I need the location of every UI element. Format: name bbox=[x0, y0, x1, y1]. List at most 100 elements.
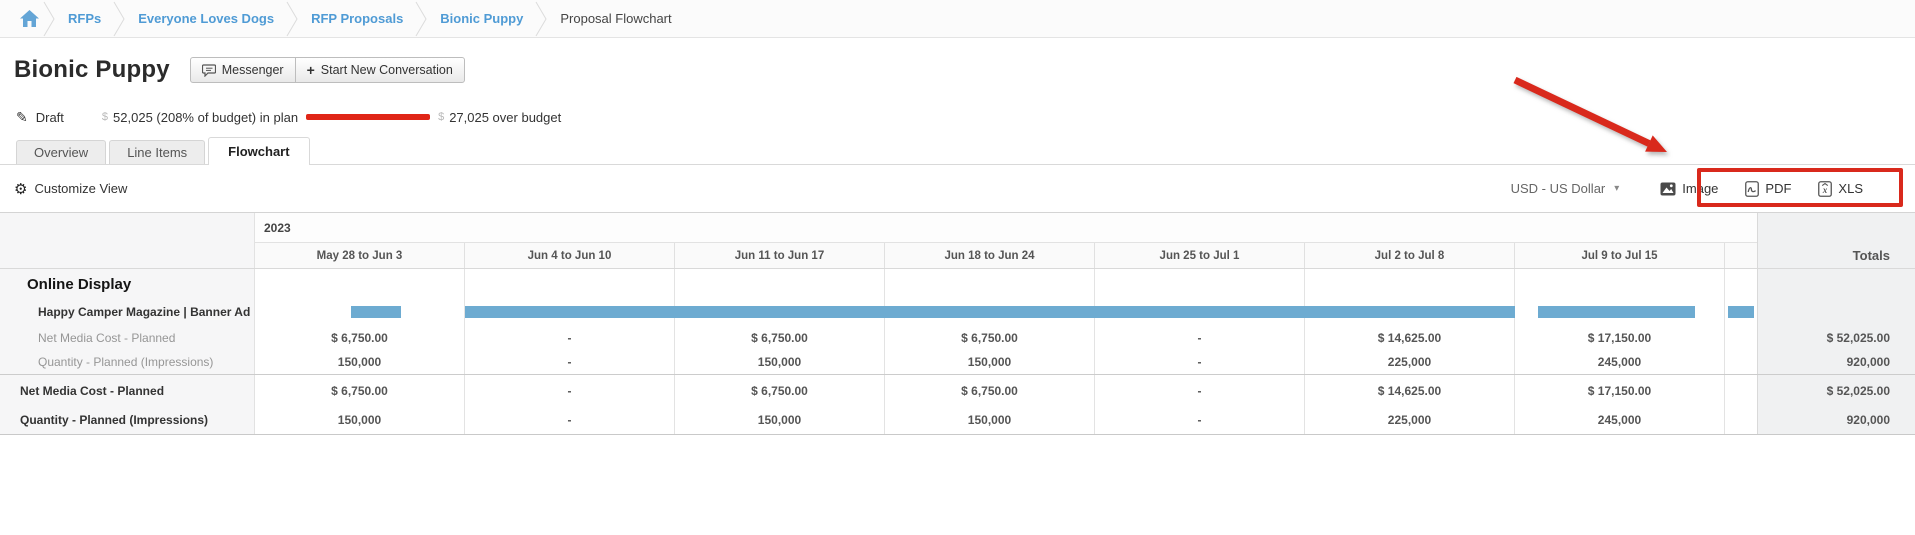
metric-value-cell-total: 920,000 bbox=[1757, 350, 1915, 374]
summary-value-cell: 150,000 bbox=[675, 406, 885, 434]
flowchart-toolbar: ⚙ Customize View USD - US Dollar ▾ Image bbox=[0, 165, 1915, 212]
pencil-icon[interactable]: ✎ bbox=[16, 108, 28, 125]
metric-row: Net Media Cost - Planned $ 6,750.00- $ 6,7… bbox=[0, 325, 1915, 350]
customize-view-button[interactable]: ⚙ Customize View bbox=[14, 180, 127, 198]
budget-progress-bar bbox=[306, 114, 431, 120]
messenger-label: Messenger bbox=[221, 63, 284, 77]
start-new-conversation-button[interactable]: + Start New Conversation bbox=[294, 57, 465, 83]
home-icon[interactable] bbox=[16, 10, 43, 27]
week-column-partial bbox=[1725, 243, 1757, 268]
status-state: Draft bbox=[35, 109, 64, 125]
week-column-header: Jun 11 to Jun 17 bbox=[675, 243, 885, 268]
flowchart-summary: Net Media Cost - Planned $ 6,750.00- $ 6,7… bbox=[0, 375, 1915, 434]
summary-row: Net Media Cost - Planned $ 6,750.00- $ 6,7… bbox=[0, 375, 1915, 406]
empty-cell-total bbox=[1757, 299, 1915, 325]
tab-bar: Overview Line Items Flowchart bbox=[0, 137, 1915, 165]
breadcrumb-separator bbox=[286, 0, 299, 38]
metric-value-cell: - bbox=[1095, 350, 1305, 374]
breadcrumb-separator bbox=[43, 0, 56, 38]
metric-value-cell: - bbox=[465, 325, 675, 350]
breadcrumb-link[interactable]: Everyone Loves Dogs bbox=[138, 11, 275, 26]
partial-week-cell bbox=[1725, 299, 1757, 325]
summary-row: Quantity - Planned (Impressions) 150,000-… bbox=[0, 406, 1915, 434]
summary-value-cell: - bbox=[465, 375, 675, 406]
metric-label-label: Quantity - Planned (Impressions) bbox=[38, 355, 214, 369]
breadcrumb-link[interactable]: RFP Proposals bbox=[311, 11, 404, 26]
metric-value-cell: 150,000 bbox=[885, 350, 1095, 374]
messenger-button[interactable]: Messenger bbox=[189, 57, 296, 83]
partial-week-cell bbox=[1725, 406, 1757, 434]
breadcrumb-separator bbox=[415, 0, 428, 38]
week-column-header: Jun 18 to Jun 24 bbox=[885, 243, 1095, 268]
svg-text:x: x bbox=[1822, 185, 1828, 195]
xls-icon: x bbox=[1818, 180, 1833, 197]
summary-value-cell: $ 17,150.00 bbox=[1515, 375, 1725, 406]
breadcrumb-link[interactable]: RFPs bbox=[68, 11, 102, 26]
metric-value-cell: $ 6,750.00 bbox=[675, 325, 885, 350]
breadcrumb-link[interactable]: Bionic Puppy bbox=[440, 11, 524, 26]
metric-label: Quantity - Planned (Impressions) bbox=[0, 350, 255, 374]
tab-line-items[interactable]: Line Items bbox=[109, 140, 206, 164]
gear-icon: ⚙ bbox=[14, 180, 28, 198]
empty-cell bbox=[1515, 299, 1725, 325]
summary-value-cell: 150,000 bbox=[885, 406, 1095, 434]
flowchart-table: 2023 May 28 to Jun 3 Jun 4 to Jun 10 Jun 1… bbox=[0, 212, 1915, 435]
flowchart-header: 2023 May 28 to Jun 3 Jun 4 to Jun 10 Jun 1… bbox=[0, 213, 1915, 269]
summary-value-cell-total: 920,000 bbox=[1757, 406, 1915, 434]
line-item-name: Happy Camper Magazine | Banner Ad bbox=[0, 299, 255, 325]
empty-cell bbox=[255, 299, 465, 325]
empty-cell bbox=[1305, 299, 1515, 325]
summary-metric-label-label: Net Media Cost - Planned bbox=[20, 383, 165, 398]
export-pdf-button[interactable]: PDF bbox=[1745, 180, 1792, 197]
empty-cell bbox=[465, 269, 675, 299]
summary-metric-label: Net Media Cost - Planned bbox=[0, 375, 255, 406]
empty-cell-total bbox=[1757, 269, 1915, 299]
status-row: ✎ Draft $ 52,025 (208% of budget) in pla… bbox=[0, 102, 1915, 132]
metric-value-cell: $ 17,150.00 bbox=[1515, 325, 1725, 350]
metric-value-cell: - bbox=[1095, 325, 1305, 350]
export-xls-button[interactable]: x XLS bbox=[1818, 180, 1863, 197]
image-icon bbox=[1660, 182, 1676, 195]
year-label: 2023 bbox=[255, 213, 1757, 243]
empty-cell bbox=[885, 269, 1095, 299]
metric-value-cell: 245,000 bbox=[1515, 350, 1725, 374]
metric-value-cell: $ 6,750.00 bbox=[255, 325, 465, 350]
summary-metric-label: Quantity - Planned (Impressions) bbox=[0, 406, 255, 434]
customize-view-label: Customize View bbox=[34, 181, 128, 196]
breadcrumb-separator bbox=[535, 0, 548, 38]
summary-value-cell: 150,000 bbox=[255, 406, 465, 434]
currency-dropdown[interactable]: USD - US Dollar ▾ bbox=[1511, 181, 1620, 196]
partial-week-cell bbox=[1725, 375, 1757, 406]
export-image-label: Image bbox=[1682, 181, 1719, 196]
group-row: Online Display bbox=[0, 269, 1915, 299]
empty-cell bbox=[1305, 269, 1515, 299]
empty-cell bbox=[1095, 269, 1305, 299]
group-name-label: Online Display bbox=[27, 275, 132, 293]
summary-value-cell-total: $ 52,025.00 bbox=[1757, 375, 1915, 406]
empty-cell bbox=[885, 299, 1095, 325]
export-pdf-label: PDF bbox=[1765, 181, 1792, 196]
tab-flowchart[interactable]: Flowchart bbox=[208, 137, 310, 165]
metric-value-cell: 225,000 bbox=[1305, 350, 1515, 374]
page-title: Bionic Puppy bbox=[14, 56, 170, 83]
summary-value-cell: $ 14,625.00 bbox=[1305, 375, 1515, 406]
summary-value-cell: - bbox=[1095, 375, 1305, 406]
partial-week-cell bbox=[1725, 350, 1757, 374]
metric-value-cell-total: $ 52,025.00 bbox=[1757, 325, 1915, 350]
metric-value-cell: - bbox=[465, 350, 675, 374]
dollar-icon: $ bbox=[438, 111, 445, 123]
metric-row: Quantity - Planned (Impressions) 150,000-… bbox=[0, 350, 1915, 374]
start-conversation-label: Start New Conversation bbox=[320, 63, 453, 77]
title-row: Bionic Puppy Messenger + Start New Conve… bbox=[0, 38, 1915, 102]
budget-over: 27,025 over budget bbox=[449, 109, 562, 125]
summary-value-cell: 245,000 bbox=[1515, 406, 1725, 434]
export-image-button[interactable]: Image bbox=[1660, 181, 1718, 196]
empty-cell bbox=[255, 269, 465, 299]
week-column-header: Jul 2 to Jul 8 bbox=[1305, 243, 1515, 268]
group-name: Online Display bbox=[0, 269, 255, 299]
conversation-button-group: Messenger + Start New Conversation bbox=[189, 57, 465, 83]
speech-bubble-icon bbox=[201, 63, 216, 77]
summary-value-cell: $ 6,750.00 bbox=[255, 375, 465, 406]
tab-overview[interactable]: Overview bbox=[16, 140, 107, 164]
